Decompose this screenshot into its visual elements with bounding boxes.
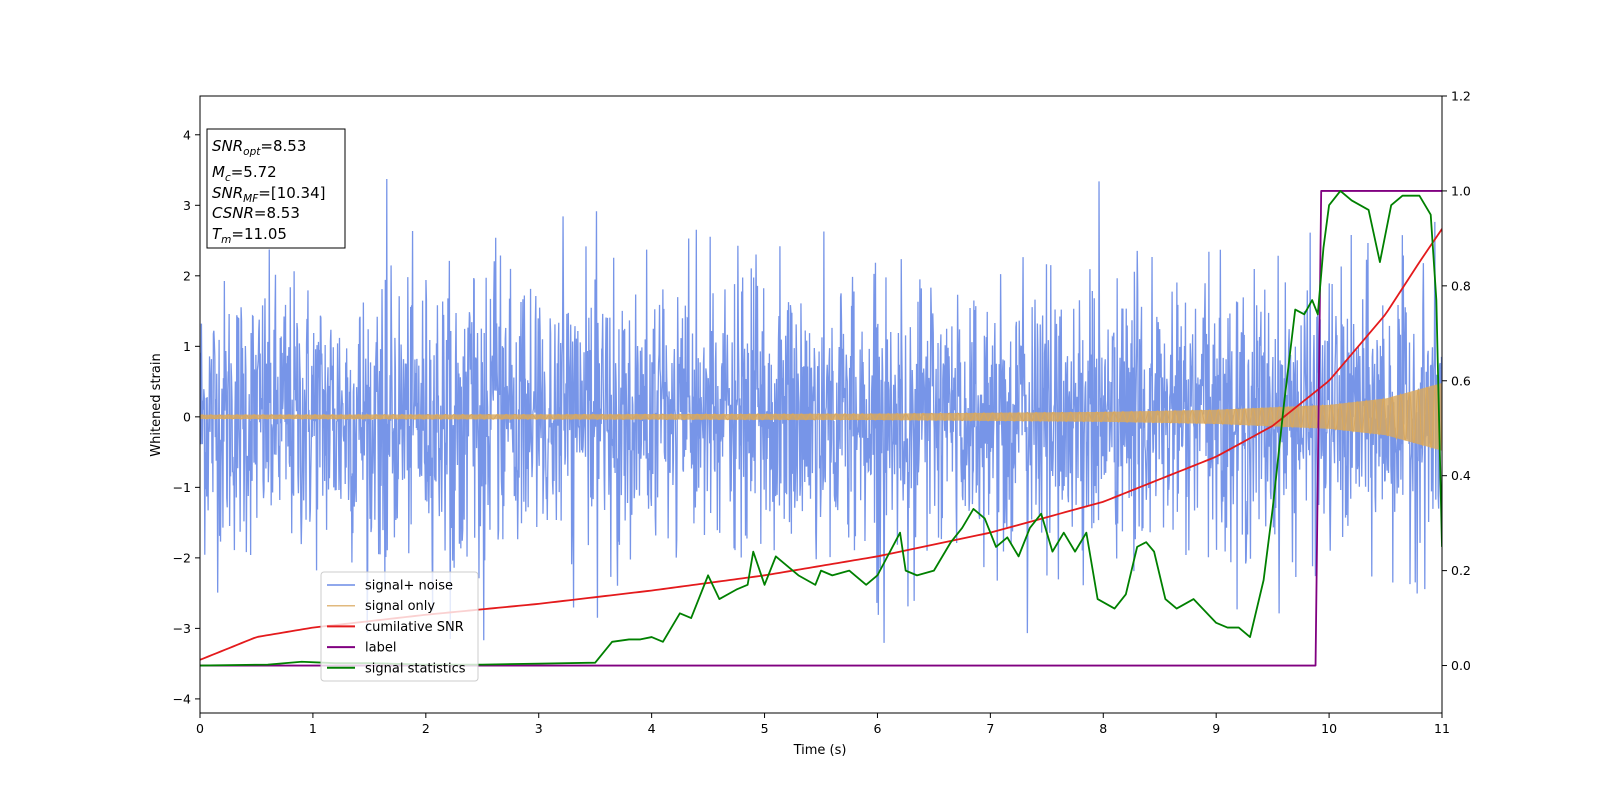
legend-label: signal statistics (365, 661, 466, 676)
annotation-frame (206, 128, 346, 249)
y-tick-label-left: 1 (183, 339, 191, 354)
legend-label: label (365, 641, 396, 656)
legend-label: cumilative SNR (365, 620, 464, 635)
y-tick-label-right: 0.4 (1451, 468, 1471, 483)
y-tick-label-left: 0 (183, 409, 191, 424)
y-axis-label: Whitened strain (149, 353, 164, 456)
y-tick-label-left: 4 (183, 127, 191, 142)
y-tick-label-right: 0.8 (1451, 278, 1471, 293)
stats-annotation-box: SNRopt=8.53 Mc=5.72SNRMF=[10.34]CSNR=8.53… (206, 128, 346, 249)
plot-frame (199, 95, 1443, 714)
x-tick-label: 9 (1212, 721, 1220, 736)
signal-noise-line (200, 178, 1442, 643)
label-line (200, 190, 1442, 667)
signal-noise-series (200, 178, 1442, 643)
y-tick-label-left: −1 (173, 480, 191, 495)
y-tick-label-left: −3 (173, 621, 191, 636)
x-axis-label: Time (s) (793, 743, 847, 758)
y-tick-label-right: 1.2 (1451, 89, 1471, 104)
x-tick-label: 5 (761, 721, 769, 736)
y-tick-label-left: 2 (183, 268, 191, 283)
x-tick-label: 1 (309, 721, 317, 736)
signal-statistics-line (200, 190, 1442, 667)
legend-label: signal+ noise (365, 579, 453, 594)
legend-label: signal only (365, 599, 435, 614)
x-tick-label: 3 (535, 721, 543, 736)
annotation-line: CSNR=8.53 (212, 204, 300, 222)
y-tick-label-right: 0.2 (1451, 563, 1471, 578)
annotation-line: SNRopt=8.53 (212, 137, 306, 158)
x-tick-label: 6 (873, 721, 881, 736)
x-tick-label: 11 (1434, 721, 1450, 736)
legend-frame (320, 571, 479, 682)
x-tick-label: 8 (1099, 721, 1107, 736)
annotation-line: SNRMF=[10.34] (212, 184, 326, 205)
x-tick-label: 10 (1321, 721, 1337, 736)
signal-only-line (200, 384, 1442, 451)
axes: 0 1 2 3 4 5 6 7 8 9 10 11 −4 −3 −2 −1 0 1 2 3 4 0.0 0.2 0.4 0.6 0… (173, 89, 1471, 737)
x-tick-label: 0 (196, 721, 204, 736)
y-tick-label-left: −2 (173, 550, 191, 565)
legend: signal+ noise signal only cumilative SNR la… (320, 571, 479, 682)
x-tick-label: 7 (986, 721, 994, 736)
y-tick-label-right: 0.6 (1451, 373, 1471, 388)
y-tick-label-left: −4 (173, 691, 191, 706)
y-tick-label-right: 0.0 (1451, 658, 1471, 673)
y-tick-label-right: 1.0 (1451, 183, 1471, 198)
annotation-line: Tm=11.05 (212, 225, 287, 246)
x-tick-label: 4 (648, 721, 656, 736)
annotation-line: Mc=5.72 (212, 163, 277, 184)
y-tick-label-left: 3 (183, 198, 191, 213)
signal-only-series (200, 382, 1442, 451)
x-tick-label: 2 (422, 721, 430, 736)
